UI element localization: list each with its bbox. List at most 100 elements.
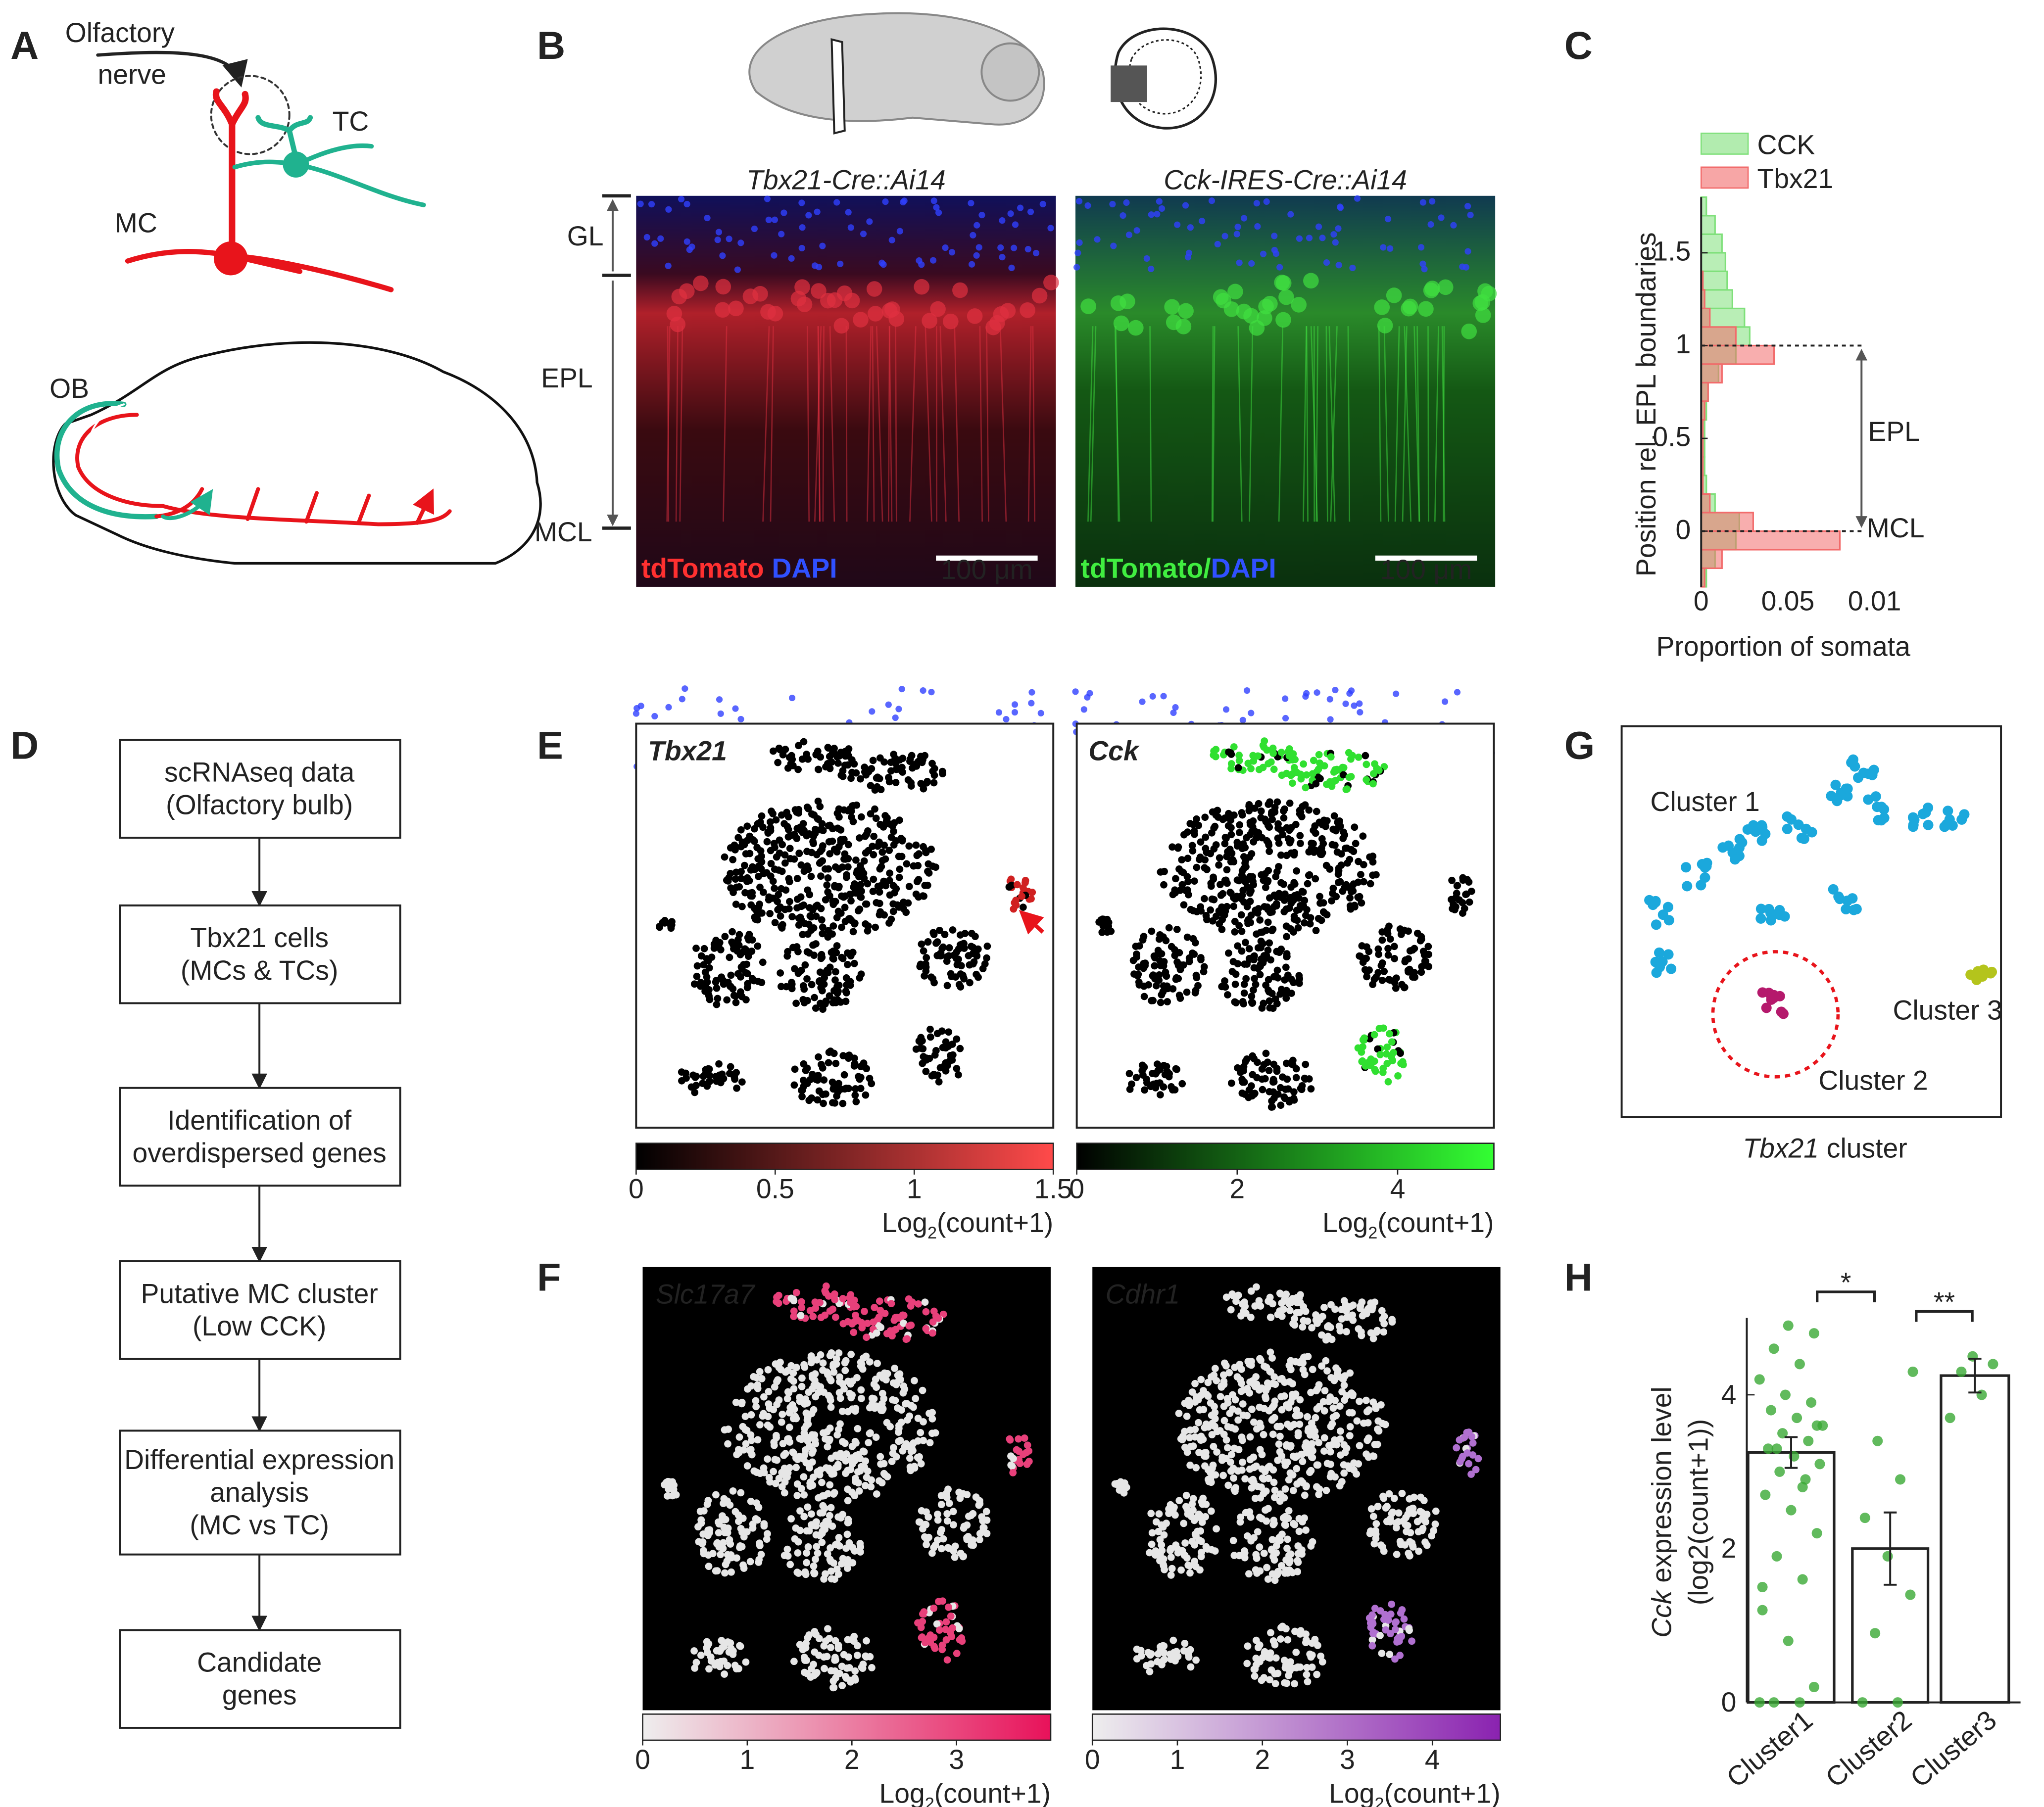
tsne-point — [778, 1483, 786, 1491]
tsne-point — [896, 1436, 904, 1444]
cell — [868, 306, 883, 322]
tsne-point — [1395, 1509, 1403, 1517]
nucleus — [1380, 244, 1387, 251]
tsne-point — [871, 786, 879, 794]
nucleus — [651, 240, 658, 247]
tsne-point — [1186, 1562, 1194, 1569]
tsne-point — [659, 919, 667, 927]
tsne-point — [1183, 1412, 1191, 1420]
tsne-point — [926, 1439, 934, 1447]
tsne-point — [968, 930, 975, 937]
label-part: Cck — [1647, 1589, 1677, 1638]
tsne-point — [1196, 1566, 1204, 1574]
tsne-point — [804, 805, 812, 812]
tsne-point — [911, 1377, 918, 1384]
tsne-point — [1234, 1416, 1242, 1424]
neurite — [770, 326, 774, 522]
tsne-point — [760, 1464, 768, 1472]
tsne-point — [829, 922, 837, 930]
tsne-point — [1378, 959, 1386, 967]
nucleus — [1332, 239, 1339, 246]
tsne-point — [1387, 1610, 1395, 1618]
tsne-point — [878, 1389, 886, 1397]
nucleus — [1464, 248, 1471, 255]
tsne-point — [913, 852, 921, 859]
nucleus — [1170, 709, 1177, 716]
tsne-point — [1287, 1366, 1295, 1374]
tsne-point — [857, 1085, 865, 1093]
tsne-point — [921, 882, 929, 889]
tsne-point — [1354, 1044, 1362, 1052]
tsne-point — [1011, 899, 1019, 906]
tsne-point — [827, 1403, 835, 1411]
tsne-point — [851, 1674, 859, 1682]
tsne-point — [788, 913, 796, 921]
tsne-point — [1213, 1525, 1220, 1533]
tsne-point — [827, 1504, 835, 1512]
tsne-point — [767, 872, 775, 880]
tsne-point — [1431, 1520, 1439, 1528]
tsne-point — [939, 770, 946, 778]
histogram-bar — [1700, 289, 1733, 310]
tsne-point — [743, 948, 751, 955]
tsne-point — [794, 1538, 802, 1546]
tsne-point — [917, 1428, 925, 1436]
tsne-point — [1271, 804, 1279, 811]
tsne-point — [1365, 966, 1373, 974]
tsne-point — [850, 1632, 858, 1640]
tsne-point — [943, 1494, 951, 1501]
tsne-point — [782, 1473, 790, 1481]
tsne-point — [1341, 1396, 1349, 1404]
neurite — [1394, 326, 1400, 522]
tsne-point — [1227, 1451, 1235, 1459]
tsne-point — [850, 1296, 858, 1304]
tsne-point — [844, 807, 852, 814]
tsne-point — [782, 886, 790, 894]
tsne-point — [1281, 1485, 1289, 1493]
tsne-point — [1284, 971, 1292, 979]
colorbar-tick-label: 3 — [949, 1744, 964, 1775]
nucleus — [1199, 218, 1206, 225]
tsne-point — [920, 1418, 927, 1426]
nucleus — [1427, 221, 1434, 228]
tsne-point — [1260, 1549, 1268, 1557]
tsne-point — [810, 1562, 818, 1570]
tsne-point — [765, 893, 773, 901]
cluster-point — [1681, 862, 1692, 873]
tsne-point — [781, 851, 789, 859]
nucleus — [1335, 262, 1342, 269]
tsne-point — [765, 1388, 773, 1395]
tsne-point — [1250, 838, 1258, 846]
tsne-point — [926, 1025, 934, 1033]
neurite — [807, 326, 810, 522]
tsne-point — [821, 1311, 829, 1319]
colorbar-label: Log2(count+1) — [1322, 1207, 1494, 1242]
tsne-point — [1355, 1460, 1363, 1468]
tsne-point — [850, 760, 858, 768]
tsne-point — [824, 933, 832, 941]
tsne-point — [842, 974, 850, 982]
nucleus — [898, 686, 905, 693]
tsne-point — [1192, 1532, 1200, 1540]
tsne-point — [824, 874, 832, 882]
tsne-point — [750, 1467, 758, 1475]
tsne-point — [1340, 1461, 1348, 1469]
tsne-point — [1244, 1642, 1252, 1650]
tsne-point — [1207, 1399, 1215, 1407]
tsne-point — [836, 1394, 844, 1402]
neurite — [939, 326, 947, 522]
tsne-point — [844, 1653, 852, 1661]
cluster-point — [1742, 824, 1753, 835]
tsne-point — [1335, 864, 1343, 872]
nucleus — [1276, 264, 1283, 271]
tsne-point — [890, 1316, 898, 1324]
tsne-point — [1304, 1413, 1311, 1421]
tsne-point — [1309, 1538, 1316, 1546]
significance-label: ** — [1934, 1286, 1955, 1317]
tsne-point — [1265, 1067, 1273, 1074]
tsne-point — [1389, 1508, 1397, 1516]
tsne-point — [1397, 931, 1405, 938]
neurite — [1306, 326, 1309, 522]
tsne-point — [1184, 828, 1191, 836]
